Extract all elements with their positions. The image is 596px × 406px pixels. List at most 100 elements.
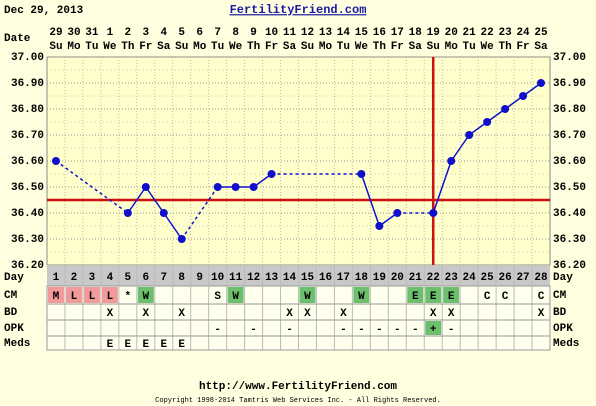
cell-text: + bbox=[430, 324, 437, 336]
day-label: 10 bbox=[211, 272, 224, 284]
cell-text: M bbox=[53, 291, 60, 303]
weekday-label: We bbox=[103, 41, 117, 53]
y-tick-label-right: 36.40 bbox=[553, 208, 586, 220]
temperature-point bbox=[465, 131, 474, 139]
cell-text: - bbox=[358, 324, 365, 336]
day-label: 26 bbox=[498, 272, 511, 284]
day-label: 20 bbox=[391, 272, 404, 284]
cell-text: - bbox=[286, 324, 293, 336]
row-label: BD bbox=[4, 307, 18, 319]
day-label: 7 bbox=[160, 272, 167, 284]
cell-highlight bbox=[425, 287, 442, 303]
cell-highlight bbox=[101, 287, 118, 303]
temperature-point bbox=[375, 222, 384, 230]
y-tick-label-right: 36.70 bbox=[553, 130, 586, 142]
cell-text: W bbox=[232, 291, 239, 303]
day-label: 9 bbox=[196, 272, 203, 284]
temperature-point bbox=[267, 170, 276, 178]
row-label-right: OPK bbox=[553, 323, 573, 335]
cell-text: - bbox=[340, 324, 347, 336]
cell-text: W bbox=[142, 291, 149, 303]
cell-text: E bbox=[412, 291, 419, 303]
temperature-point bbox=[483, 118, 492, 126]
y-tick-label: 36.70 bbox=[11, 130, 44, 142]
plot-area bbox=[46, 56, 551, 266]
date-label: 14 bbox=[337, 27, 351, 39]
date-label: 1 bbox=[107, 27, 114, 39]
day-label: 27 bbox=[516, 272, 529, 284]
day-label-right: Day bbox=[553, 272, 573, 284]
day-label: 8 bbox=[178, 272, 185, 284]
temperature-point bbox=[177, 235, 186, 243]
chart-date: Dec 29, 2013 bbox=[4, 5, 84, 17]
weekday-label: Mo bbox=[193, 41, 207, 53]
cell-text: L bbox=[107, 291, 114, 303]
cell-text: - bbox=[412, 324, 419, 336]
weekday-label: Sa bbox=[283, 41, 297, 53]
y-tick-label-right: 37.00 bbox=[553, 52, 586, 64]
cell-text: X bbox=[538, 308, 545, 320]
cell-text: E bbox=[160, 339, 167, 351]
day-label: 2 bbox=[71, 272, 78, 284]
weekday-label: Th bbox=[121, 41, 134, 53]
cell-text: - bbox=[394, 324, 401, 336]
cell-text: X bbox=[107, 308, 114, 320]
day-label: Day bbox=[4, 272, 24, 284]
weekday-label: Fr bbox=[391, 41, 404, 53]
cell-text: - bbox=[214, 324, 221, 336]
cell-text: C bbox=[484, 291, 491, 303]
row-label: OPK bbox=[4, 323, 24, 335]
cell-highlight bbox=[65, 287, 82, 303]
date-label: 7 bbox=[214, 27, 221, 39]
day-label: 4 bbox=[107, 272, 114, 284]
date-label: 16 bbox=[373, 27, 386, 39]
y-tick-label: 36.50 bbox=[11, 182, 44, 194]
date-label: 29 bbox=[49, 27, 62, 39]
weekday-label: Th bbox=[373, 41, 386, 53]
footer-copyright: Copyright 1998-2014 Tamtris Web Services… bbox=[155, 397, 441, 405]
cell-highlight bbox=[353, 287, 370, 303]
weekday-label: Th bbox=[498, 41, 511, 53]
cell-text: C bbox=[502, 291, 509, 303]
cell-text: - bbox=[448, 324, 455, 336]
temperature-segment bbox=[432, 160, 452, 214]
weekday-label: We bbox=[355, 41, 369, 53]
day-label: 3 bbox=[89, 272, 96, 284]
y-tick-label: 36.40 bbox=[11, 208, 44, 220]
weekday-label: Tu bbox=[211, 41, 224, 53]
day-label: 17 bbox=[337, 272, 350, 284]
cell-text: L bbox=[89, 291, 96, 303]
weekday-label: Su bbox=[175, 41, 188, 53]
day-label: 6 bbox=[142, 272, 149, 284]
date-label: 13 bbox=[319, 27, 333, 39]
y-tick-label: 36.20 bbox=[11, 260, 44, 272]
cell-text: - bbox=[250, 324, 257, 336]
date-label: 21 bbox=[463, 27, 477, 39]
temperature-point bbox=[501, 105, 510, 113]
date-label: 19 bbox=[427, 27, 440, 39]
weekday-label: Su bbox=[49, 41, 62, 53]
date-label: 6 bbox=[196, 27, 203, 39]
y-tick-label-right: 36.60 bbox=[553, 156, 586, 168]
temperature-segment bbox=[181, 186, 219, 240]
y-tick-label-right: 36.30 bbox=[553, 234, 586, 246]
date-label: 9 bbox=[250, 27, 257, 39]
date-label: 23 bbox=[498, 27, 512, 39]
temperature-segment bbox=[145, 186, 165, 214]
y-tick-label: 36.30 bbox=[11, 234, 44, 246]
day-label: 24 bbox=[463, 272, 477, 284]
cell-text: X bbox=[304, 308, 311, 320]
cell-text: E bbox=[178, 339, 185, 351]
temperature-point bbox=[429, 209, 438, 217]
weekday-label: Mo bbox=[67, 41, 81, 53]
cell-text: X bbox=[430, 308, 437, 320]
date-label: 22 bbox=[481, 27, 494, 39]
footer-url: http://www.FertilityFriend.com bbox=[199, 381, 397, 393]
day-label: 22 bbox=[427, 272, 440, 284]
cell-text: X bbox=[286, 308, 293, 320]
day-label: 11 bbox=[229, 272, 243, 284]
temperature-point bbox=[141, 183, 150, 191]
day-label: 23 bbox=[445, 272, 459, 284]
date-label: 10 bbox=[265, 27, 278, 39]
cell-highlight bbox=[227, 287, 244, 303]
